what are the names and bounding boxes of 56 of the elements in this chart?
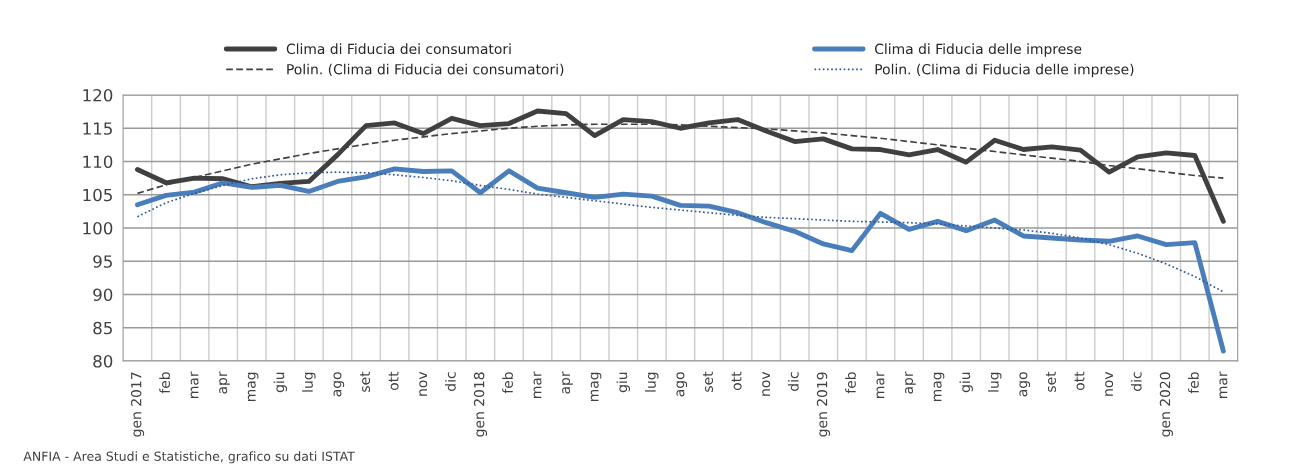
- x-tick-label: dic: [787, 372, 799, 391]
- line-series: [136, 171, 1225, 293]
- x-tick-label: mag: [590, 372, 602, 402]
- y-tick-label: 95: [93, 255, 112, 268]
- legend-label: Polin. (Clima di Fiducia delle imprese): [875, 63, 1134, 78]
- x-tick-label: gen 2018: [473, 372, 488, 437]
- x-tick-label: dic: [445, 372, 456, 391]
- y-tick-label: 115: [83, 122, 112, 135]
- x-tick-label: lug: [988, 372, 1002, 392]
- x-tick-label: apr: [905, 371, 916, 394]
- x-tick-label: mar: [876, 371, 885, 398]
- x-tick-label: mag: [933, 372, 945, 402]
- x-tick-label: lug: [645, 372, 659, 392]
- x-tick-label: set: [360, 371, 371, 392]
- y-tick-label: 85: [93, 321, 112, 335]
- x-tick-label: ott: [731, 371, 742, 391]
- x-tick-label: apr: [219, 371, 230, 394]
- x-tick-label: nov: [1105, 371, 1114, 396]
- line-series: [134, 166, 1226, 354]
- x-tick-label: feb: [502, 372, 513, 394]
- x-tick-label: giu: [616, 372, 630, 393]
- x-tick-label: mag: [247, 372, 259, 402]
- y-tick-label: 120: [83, 88, 113, 102]
- x-tick-label: gen 2020: [1159, 372, 1173, 437]
- x-tick-label: ago: [333, 372, 345, 397]
- line-series: [134, 108, 1226, 224]
- legend-label: Clima di Fiducia delle imprese: [875, 43, 1082, 57]
- y-tick-label: 110: [83, 155, 113, 169]
- x-tick-label: giu: [273, 372, 288, 393]
- x-tick-label: feb: [845, 372, 856, 394]
- y-tick-label: 80: [93, 354, 113, 368]
- x-tick-label: nov: [762, 371, 771, 396]
- x-tick-label: set: [703, 371, 714, 392]
- legend-label: Polin. (Clima di Fiducia dei consumatori): [287, 63, 564, 77]
- x-tick-label: ago: [1019, 372, 1031, 397]
- x-tick-label: mar: [533, 371, 542, 398]
- x-tick-label: feb: [159, 372, 171, 394]
- y-tick-label: 100: [83, 221, 113, 235]
- x-tick-label: mar: [1219, 371, 1228, 398]
- legend-label: Clima di Fiducia dei consumatori: [286, 43, 511, 55]
- y-tick-label: 90: [93, 288, 113, 302]
- x-tick-label: giu: [959, 372, 973, 393]
- x-tick-label: ott: [1074, 371, 1085, 391]
- x-tick-label: nov: [419, 371, 428, 396]
- x-tick-label: dic: [1130, 372, 1142, 391]
- x-tick-label: mar: [190, 371, 199, 398]
- x-tick-label: apr: [562, 371, 573, 394]
- x-tick-label: set: [1046, 371, 1056, 392]
- x-tick-label: ott: [388, 371, 399, 391]
- x-tick-label: feb: [1188, 372, 1199, 394]
- text: ANFIA - Area Studi e Statistiche, grafico su dati ISTAT: [23, 451, 355, 464]
- x-tick-label: gen 2019: [816, 372, 831, 437]
- y-tick-label: 105: [83, 188, 112, 202]
- x-tick-label: lug: [302, 372, 316, 392]
- x-tick-label: ago: [676, 372, 688, 397]
- x-tick-label: gen 2017: [130, 372, 145, 437]
